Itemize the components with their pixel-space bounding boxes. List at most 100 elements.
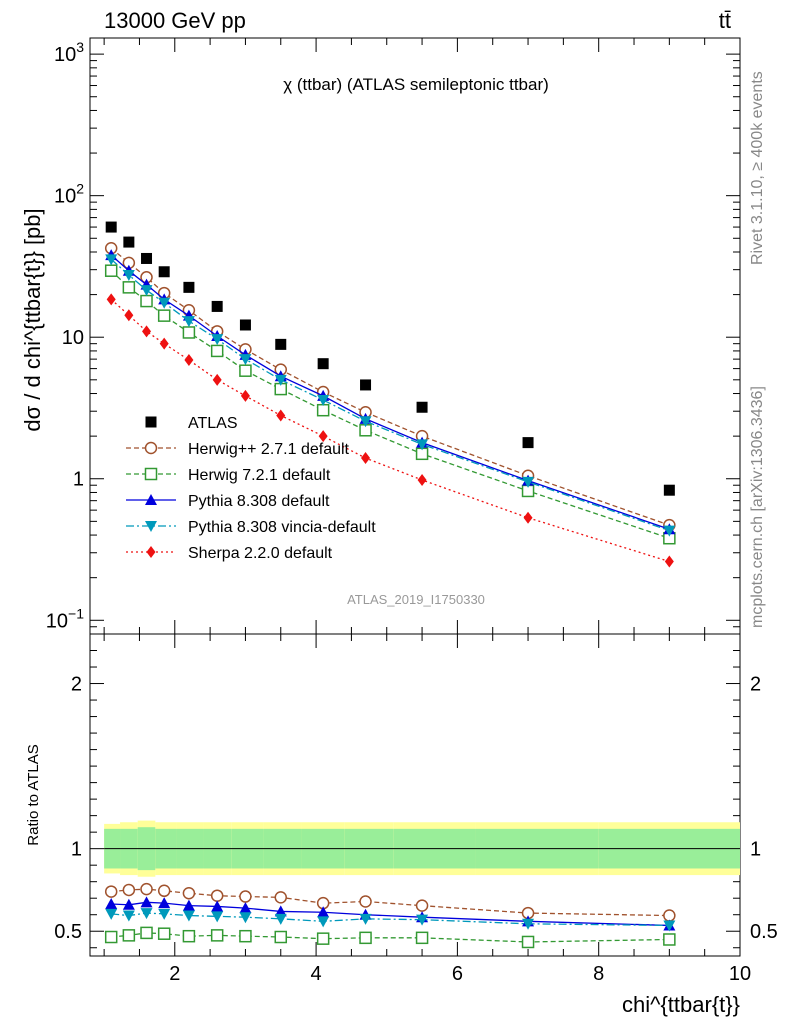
ratio-y-axis-title: Ratio to ATLAS <box>25 744 42 845</box>
ratio-point <box>182 910 195 922</box>
ratio-point <box>211 911 224 923</box>
ratio-panel: 2 4 6 8 10 0.5 0.5 1 1 2 2 <box>54 633 778 985</box>
ratio-y-tick-label-right: 2 <box>750 674 761 696</box>
data-point <box>124 309 134 322</box>
data-point <box>159 337 169 350</box>
data-point <box>359 416 372 428</box>
main-panel: 10−1 1 10 102 103 <box>46 37 741 635</box>
ratio-point <box>359 931 372 945</box>
ratio-point <box>122 929 136 942</box>
ratio-point <box>239 890 252 903</box>
data-point <box>211 300 223 312</box>
ratio-y-tick-label: 0.5 <box>54 921 82 943</box>
y-tick-label: 10−1 <box>46 605 84 632</box>
data-point <box>183 281 195 293</box>
data-point <box>360 379 372 391</box>
data-point <box>523 511 533 524</box>
y-tick-label: 103 <box>54 39 84 66</box>
data-point <box>239 354 252 366</box>
legend-label: Herwig++ 2.7.1 default <box>188 441 350 458</box>
data-point <box>122 281 136 294</box>
ratio-point <box>122 910 135 922</box>
x-tick-label: 2 <box>169 963 180 985</box>
ratio-point <box>105 897 118 909</box>
data-point <box>361 452 371 465</box>
ratio-point <box>158 908 171 920</box>
data-point <box>105 221 117 233</box>
ratio-point <box>316 932 330 945</box>
data-point <box>122 270 135 282</box>
watermark-label: ATLAS_2019_I1750330 <box>347 592 485 607</box>
ratio-point <box>521 935 535 949</box>
data-point <box>157 309 171 322</box>
ratio-point <box>140 926 153 940</box>
series-line <box>110 258 670 532</box>
ratio-point <box>140 896 153 908</box>
ratio-point <box>122 883 136 897</box>
ratio-point <box>274 913 287 925</box>
y-tick-label: 1 <box>73 469 84 491</box>
ratio-y-tick-label: 2 <box>71 674 82 696</box>
data-point <box>142 325 152 338</box>
ratio-point <box>104 930 118 944</box>
data-point <box>317 395 330 407</box>
data-point <box>140 294 153 308</box>
y-tick-label: 102 <box>54 181 84 208</box>
ratio-point <box>239 929 252 943</box>
main-y-axis-title: dσ / d chi^{ttbar{t}} [pb] <box>20 208 45 431</box>
ratio-y-tick-label-right: 0.5 <box>750 921 778 943</box>
ratio-frame <box>89 633 741 957</box>
data-point <box>522 437 534 449</box>
data-point <box>210 344 224 358</box>
ratio-point <box>157 884 171 898</box>
x-axis-title: chi^{ttbar{t}} <box>622 992 740 1017</box>
data-point <box>275 338 287 350</box>
ratio-y-tick-label-right: 1 <box>750 839 761 861</box>
legend-label: Herwig 7.2.1 default <box>188 467 331 484</box>
ratio-point <box>415 899 429 912</box>
ratio-point <box>210 889 224 902</box>
data-point <box>316 403 330 417</box>
ratio-point <box>663 933 676 946</box>
ratio-point <box>663 920 676 932</box>
legend-marker <box>146 546 156 558</box>
ratio-point <box>105 908 118 920</box>
mcplots-label: mcplots.cern.ch [arXiv:1306.3436] <box>749 386 766 628</box>
data-point <box>318 430 328 443</box>
legend-label: Pythia 8.308 default <box>188 493 330 510</box>
data-point <box>317 358 329 370</box>
ratio-point <box>317 916 330 928</box>
legend-marker <box>145 494 157 505</box>
data-point <box>239 364 252 377</box>
legend-marker <box>145 416 157 428</box>
ratio-point <box>359 895 372 908</box>
ratio-point <box>140 908 153 920</box>
ratio-point <box>211 900 224 912</box>
ratio-point <box>274 891 288 904</box>
data-point <box>276 409 286 422</box>
data-point <box>274 374 287 386</box>
legend-marker <box>144 467 158 481</box>
data-point <box>123 236 135 248</box>
ratio-point <box>157 927 171 940</box>
ratio-point <box>239 902 252 914</box>
data-point <box>104 264 118 277</box>
data-point <box>158 297 171 309</box>
data-point <box>663 484 675 496</box>
x-tick-label: 8 <box>593 963 604 985</box>
legend-label: Pythia 8.308 vincia-default <box>188 519 376 536</box>
main-title: χ (ttbar) (ATLAS semileptonic ttbar) <box>283 75 549 94</box>
data-point <box>416 439 429 451</box>
x-tick-label: 10 <box>729 963 751 985</box>
data-point <box>664 555 674 568</box>
legend: ATLAS Herwig++ 2.7.1 default Herwig 7.2.1 … <box>126 415 376 562</box>
y-tick-label: 10 <box>62 327 84 349</box>
data-point <box>212 373 222 386</box>
ratio-point <box>158 897 171 909</box>
legend-marker <box>144 441 158 455</box>
data-point <box>182 316 195 328</box>
data-point <box>240 389 250 402</box>
ratio-point <box>239 912 252 924</box>
ratio-y-tick-label: 1 <box>71 839 82 861</box>
